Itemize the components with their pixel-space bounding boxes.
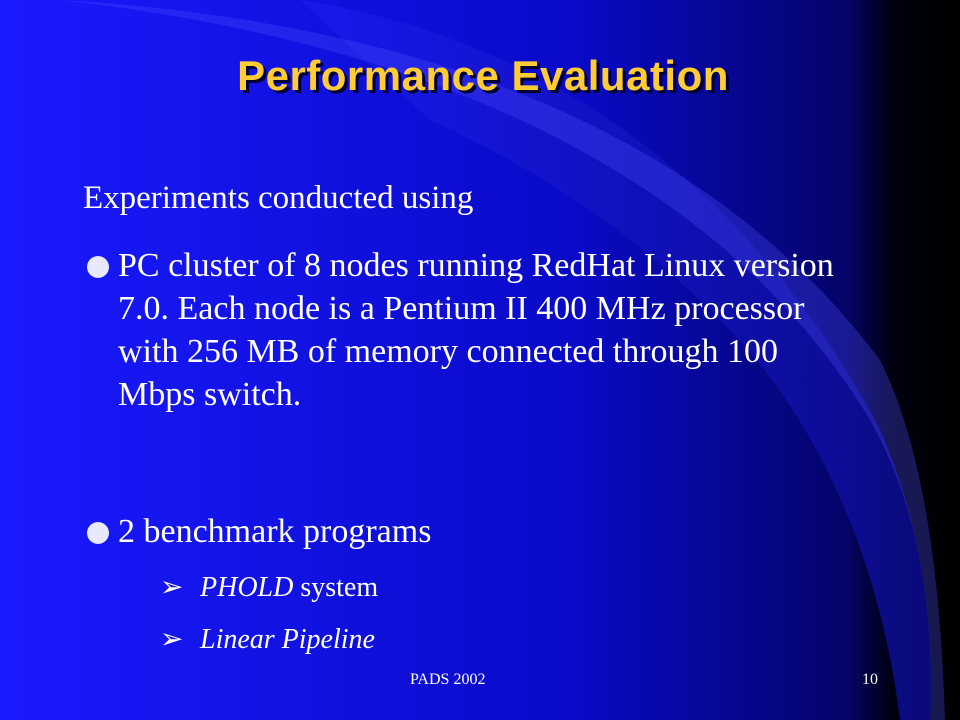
footer: PADS 2002 (410, 671, 486, 688)
bullet-dot (87, 522, 109, 544)
bullet-dot (87, 256, 109, 278)
bullet-text: PC cluster of 8 nodes running RedHat Lin… (118, 247, 834, 413)
arrow-icon: ➢ (160, 624, 184, 655)
sub-bullet-text: system (300, 572, 379, 603)
bullet: PC cluster of 8 nodes running RedHat Lin… (87, 244, 858, 416)
page-number: 10 (862, 671, 878, 688)
bullet: 2 benchmark programs (87, 510, 858, 553)
sub-bullet-italic: PHOLD (200, 572, 294, 603)
intro-text: Experiments conducted using (83, 180, 474, 216)
sub-bullet-italic: Linear Pipeline (200, 624, 375, 655)
arrow-icon: ➢ (160, 572, 184, 603)
sub-bullet: ➢ PHOLD system (160, 570, 378, 604)
sub-bullet: ➢ Linear Pipeline (160, 622, 375, 656)
bullet-text: 2 benchmark programs (118, 513, 432, 550)
slide-title: Performance Evaluation (237, 52, 729, 99)
